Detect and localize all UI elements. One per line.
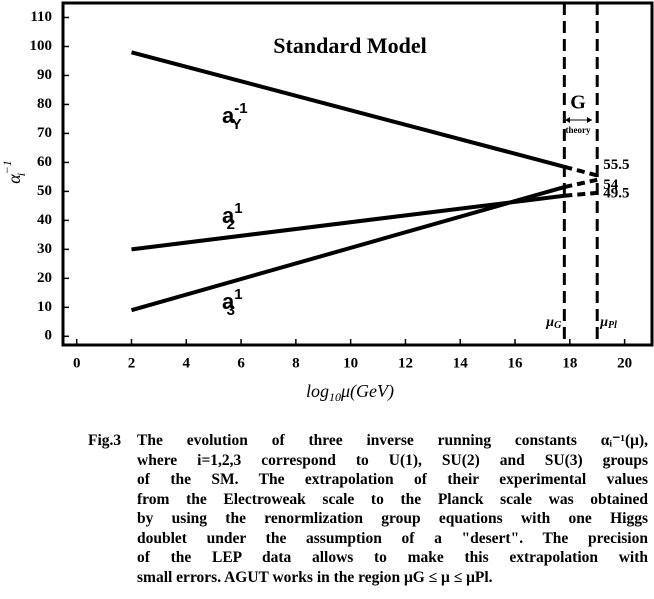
y-axis-label: α−1i	[0, 160, 28, 184]
annotation: G	[570, 92, 586, 114]
series-label-name: a	[222, 203, 235, 228]
series-label-sup: 1	[234, 286, 242, 303]
y-label-sup: −1	[0, 160, 14, 174]
series-line	[131, 193, 565, 252]
x-tick-label: 16	[508, 355, 524, 371]
y-label-base: α	[4, 174, 24, 184]
caption-line: of the SM. The extrapolation of their ex…	[137, 471, 648, 488]
scale-label-base: μ	[599, 315, 608, 330]
extrapolation-line	[563, 164, 598, 178]
y-tick-label: 110	[30, 9, 52, 25]
end-label: 55.5	[603, 157, 629, 173]
x-tick-label: 8	[292, 355, 300, 371]
x-tick-label: 18	[562, 355, 577, 371]
series-label-name: a	[222, 289, 235, 314]
scale-label-sub: Pl	[608, 320, 617, 331]
plot-frame	[61, 1, 654, 347]
y-tick-label: 10	[37, 299, 52, 315]
series-label: a-1 Y	[222, 100, 248, 133]
extrapolation-line	[564, 190, 598, 198]
end-label: 49.5	[603, 185, 629, 201]
caption-line: small errors. AGUT works in the region μ…	[137, 568, 493, 586]
caption-label: Fig.3	[88, 432, 122, 449]
x-tick-label: 0	[73, 355, 81, 371]
scale-label-sub: G	[554, 320, 562, 331]
x-tick-label: 10	[343, 355, 358, 371]
scale-label: μG	[545, 315, 562, 331]
y-tick-label: 70	[37, 125, 52, 141]
y-tick-label: 50	[37, 183, 52, 199]
series-line	[130, 50, 565, 169]
y-tick-label: 60	[37, 154, 52, 170]
series-label-sub: 3	[227, 302, 235, 319]
y-tick-label: 80	[37, 96, 52, 112]
series-label-sup: -1	[234, 100, 247, 117]
series-label-sub: Y	[232, 116, 242, 133]
scale-label-base: μ	[545, 315, 554, 330]
scale-label: μPl	[599, 315, 617, 331]
series-label-name: a	[222, 103, 235, 128]
series-line	[130, 185, 565, 313]
series-label: a1 3	[222, 286, 243, 319]
x-tick-label: 12	[398, 355, 413, 371]
chart: Standard Model log10μ(GeV) α−1i G theory…	[0, 1, 654, 404]
x-tick-label: 2	[128, 355, 136, 371]
series-label-sup: 1	[234, 200, 242, 217]
y-tick-label: 30	[37, 241, 52, 257]
x-label-rest: μ(GeV)	[340, 381, 394, 402]
x-tick-label: 20	[617, 355, 632, 371]
extrapolation-line	[563, 177, 598, 189]
end-label: 54	[603, 177, 619, 193]
x-axis-label: log10μ(GeV)	[306, 381, 394, 404]
caption-line: where i=1,2,3 correspond to U(1), SU(2) …	[137, 451, 648, 469]
x-tick-label: 6	[237, 355, 245, 371]
annotation-sub: theory	[566, 125, 591, 135]
x-label-base: log	[306, 381, 329, 401]
x-label-sub: 10	[329, 390, 341, 404]
x-tick-label: 14	[453, 355, 469, 371]
caption-line: The evolution of three inverse running c…	[137, 432, 648, 449]
y-tick-label: 100	[30, 38, 53, 54]
caption-line: by using the renormlization group equati…	[137, 510, 648, 527]
y-tick-label: 20	[37, 270, 52, 286]
caption-line: doublet under the assumption of a "deser…	[137, 529, 648, 547]
y-tick-label: 40	[37, 212, 52, 228]
y-tick-label: 0	[45, 328, 53, 344]
series-label: a1 2	[222, 200, 243, 233]
y-tick-label: 90	[37, 67, 52, 83]
chart-title: Standard Model	[273, 33, 426, 58]
x-tick-label: 4	[183, 355, 191, 371]
caption-line: of the LEP data allows to make this extr…	[137, 549, 648, 566]
series-label-sub: 2	[227, 216, 235, 233]
caption-line: from the Electroweak scale to the Planck…	[137, 490, 648, 508]
y-label-sub: i	[14, 173, 28, 176]
